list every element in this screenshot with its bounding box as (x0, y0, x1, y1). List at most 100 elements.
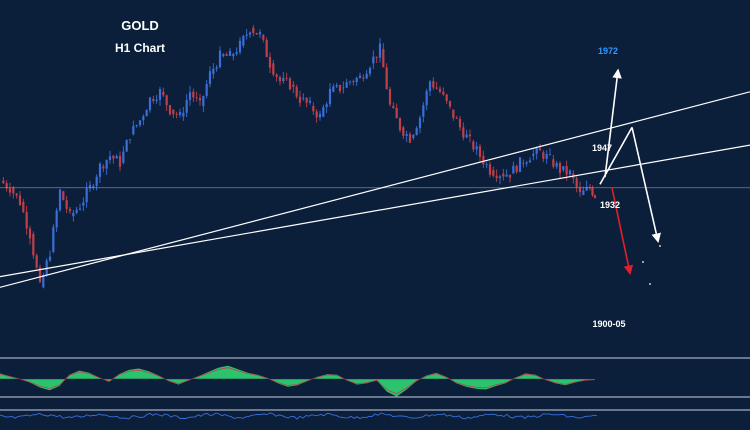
candle-body (228, 50, 232, 56)
candle-body (168, 105, 172, 115)
candle-body (485, 164, 488, 166)
candle-body (575, 178, 578, 188)
candle-body (465, 134, 468, 138)
candle-body (428, 81, 432, 92)
candle-body (452, 109, 455, 118)
candle-body (208, 71, 212, 85)
chart-title: GOLD (121, 18, 159, 33)
candle-body (408, 134, 412, 143)
candle-body (268, 57, 272, 68)
candle-body (32, 234, 35, 256)
candle-body (172, 109, 175, 115)
trendline-layer (0, 91, 750, 288)
candle-body (442, 91, 445, 95)
candle-body (122, 151, 125, 163)
candle-body (45, 260, 48, 275)
candle-body (218, 50, 222, 68)
candle-body (85, 188, 88, 203)
target-label-1900-05: 1900-05 (592, 319, 625, 329)
candle-body (522, 162, 525, 164)
candle-body (308, 100, 312, 103)
candle-body (12, 187, 15, 194)
candle-body (405, 134, 408, 136)
candle-body (92, 186, 95, 188)
candle-body (305, 97, 308, 103)
candle-body (115, 156, 118, 159)
candle-body (175, 114, 178, 115)
candle-body (565, 166, 568, 175)
candle-body (48, 256, 52, 261)
candle-body (78, 208, 82, 210)
candle-body (448, 101, 452, 107)
candle-body (362, 77, 365, 79)
candle-body (512, 165, 515, 174)
candle-body (328, 88, 332, 105)
candle-body (182, 112, 185, 117)
candle-body (538, 148, 542, 151)
candle-body (288, 78, 292, 90)
candle-body (475, 146, 478, 150)
candle-body (102, 166, 105, 169)
target-label-1972: 1972 (598, 46, 618, 56)
candle-body (275, 74, 278, 77)
candle-body (593, 195, 597, 198)
candle-body (445, 94, 448, 102)
candle-body (68, 208, 72, 212)
candle-body (128, 139, 132, 141)
candle-body (28, 228, 32, 239)
candle-body (108, 156, 112, 161)
candle-body (418, 117, 422, 129)
candle-body (555, 163, 558, 167)
candle-body (125, 140, 128, 152)
price-layer (2, 25, 597, 289)
candle-body (318, 113, 322, 118)
trendline-1 (0, 91, 750, 288)
candle-body (52, 227, 55, 252)
marker-dot (659, 245, 661, 247)
candle-body (178, 112, 182, 115)
candle-body (75, 209, 78, 213)
candle-body (2, 180, 5, 184)
candle-body (338, 84, 342, 92)
candle-body (375, 56, 378, 58)
candle-body (148, 97, 152, 111)
candle-body (395, 108, 398, 119)
oscillator-layer (0, 357, 750, 411)
candle-body (488, 164, 492, 175)
candle-body (525, 162, 528, 164)
candle-body (162, 91, 165, 96)
candle-body (345, 82, 348, 88)
candle-body (435, 87, 438, 89)
candle-body (145, 110, 148, 117)
candle-body (72, 212, 75, 217)
projection-arrow-1972 (604, 68, 622, 178)
candle-body (235, 52, 238, 54)
candle-body (325, 104, 328, 108)
candle-body (165, 95, 168, 106)
candle-body (472, 141, 475, 150)
candle-body (542, 152, 545, 159)
candle-body (232, 53, 235, 57)
candle-body (55, 210, 58, 228)
candle-body (545, 154, 548, 159)
candle-body (252, 27, 255, 33)
candle-body (502, 173, 505, 177)
candle-body (62, 191, 65, 201)
candle-body (198, 97, 202, 101)
candle-body (332, 86, 335, 92)
candle-body (158, 89, 162, 100)
candle-body (265, 39, 268, 58)
candle-body (425, 91, 428, 106)
candle-body (358, 75, 362, 78)
candle-body (272, 63, 275, 75)
level-label-1947: 1947 (592, 143, 612, 153)
candle-body (402, 127, 405, 136)
candle-body (302, 97, 305, 99)
candle-body (25, 211, 28, 229)
candle-body (322, 107, 325, 117)
candle-body (438, 88, 442, 92)
candle-body (192, 91, 195, 98)
candle-body (282, 77, 285, 82)
